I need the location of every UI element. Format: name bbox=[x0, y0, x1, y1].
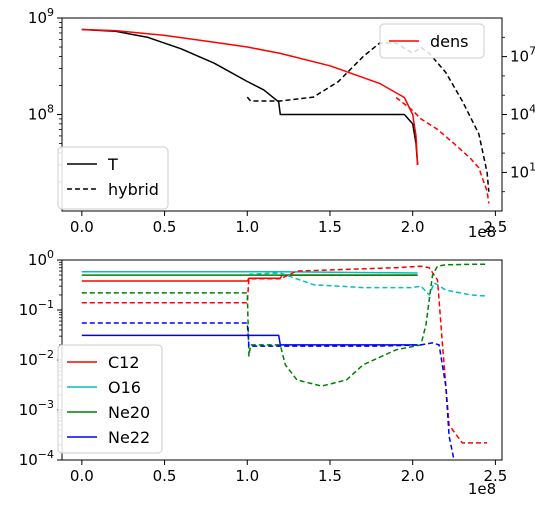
y-tick-label: 100 bbox=[28, 248, 54, 269]
x-tick-label: 1.0 bbox=[235, 218, 259, 236]
legend-lower-left: C12 O16 Ne20 Ne22 bbox=[57, 344, 163, 454]
legend-label-c12: C12 bbox=[108, 353, 140, 372]
series-line-dashed-4 bbox=[81, 265, 488, 444]
x-tick-label: 0.0 bbox=[70, 467, 94, 485]
series-line-t bbox=[81, 28, 419, 166]
y-tick-label: 109 bbox=[28, 6, 54, 27]
x-tick-label: 0.0 bbox=[70, 218, 94, 236]
x-offset-label: 1e8 bbox=[468, 223, 496, 241]
x-tick-label: 1.5 bbox=[318, 218, 342, 236]
series-line-dashed-3 bbox=[395, 96, 490, 204]
legend-label-ne20: Ne20 bbox=[108, 403, 150, 422]
series-line-dashed-7 bbox=[81, 322, 455, 460]
legend-box bbox=[57, 146, 169, 210]
x-tick-label: 1.5 bbox=[318, 467, 342, 485]
x-tick-label: 0.5 bbox=[153, 467, 177, 485]
legend-label-ne22: Ne22 bbox=[108, 428, 150, 447]
series-line-dashed-6 bbox=[81, 263, 488, 387]
y-tick-label: 10−3 bbox=[19, 398, 54, 419]
series-line-dashed-5 bbox=[81, 271, 488, 297]
legend-upper-right: dens bbox=[379, 23, 485, 59]
y-tick-label: 10−1 bbox=[19, 298, 54, 319]
legend-box bbox=[57, 344, 163, 454]
y2-tick-label: 107 bbox=[510, 45, 535, 66]
series-line-ne22 bbox=[81, 334, 418, 346]
legend-label-dens: dens bbox=[430, 32, 468, 51]
y-tick-label: 10−4 bbox=[19, 448, 54, 469]
legend-box bbox=[379, 23, 485, 59]
series-group bbox=[81, 263, 488, 460]
y-tick-label: 108 bbox=[28, 103, 54, 124]
x-tick-label: 1.0 bbox=[235, 467, 259, 485]
y-tick-label: 10−2 bbox=[19, 348, 54, 369]
legend-label-o16: O16 bbox=[108, 378, 141, 397]
y2-tick-label: 101 bbox=[510, 160, 535, 181]
legend-label-t: T bbox=[107, 155, 118, 174]
y2-tick-label: 104 bbox=[510, 103, 535, 124]
legend-label-hybrid: hybrid bbox=[108, 180, 159, 199]
x-tick-label: 2.0 bbox=[401, 218, 425, 236]
x-tick-label: 0.5 bbox=[153, 218, 177, 236]
x-tick-label: 2.0 bbox=[401, 467, 425, 485]
x-tick-label: 2.5 bbox=[483, 467, 507, 485]
x-offset-label: 1e8 bbox=[468, 480, 496, 498]
series-line-dens bbox=[81, 28, 419, 166]
x-tick-label: 2.5 bbox=[483, 218, 507, 236]
